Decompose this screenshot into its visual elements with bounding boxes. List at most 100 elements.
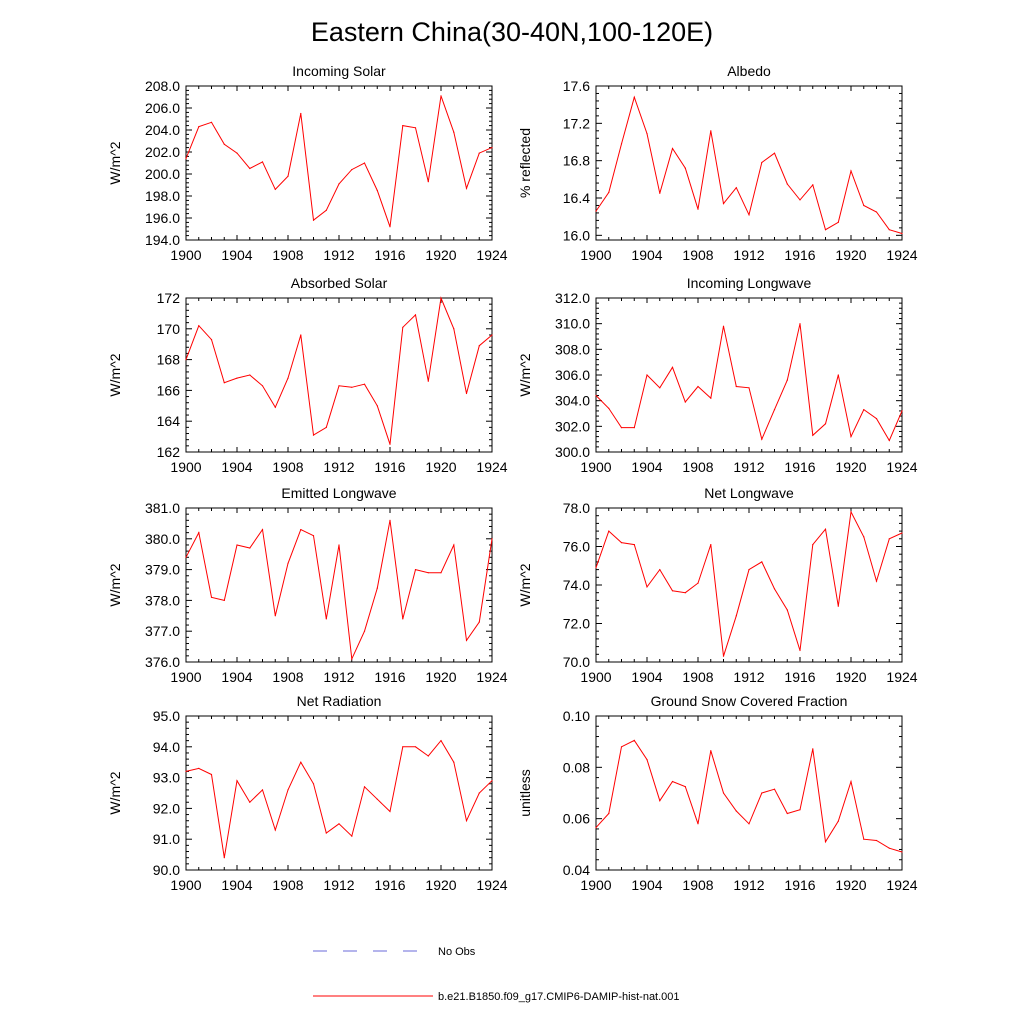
- x-tick-label: 1920: [425, 669, 456, 685]
- x-tick-label: 1920: [835, 669, 866, 685]
- x-tick-label: 1920: [835, 247, 866, 263]
- data-point: [875, 580, 878, 582]
- data-point: [888, 538, 890, 540]
- data-point: [210, 121, 213, 123]
- x-tick-label: 1924: [886, 247, 917, 263]
- data-point: [427, 380, 429, 382]
- data-point: [671, 147, 674, 150]
- data-point: [389, 226, 391, 228]
- data-point: [633, 739, 635, 742]
- data-point: [427, 181, 429, 183]
- panel-title: Incoming Solar: [292, 63, 386, 79]
- series-line-ground-snow-covered-fraction: [595, 739, 903, 853]
- y-tick-label: 0.04: [563, 862, 590, 878]
- data-point: [697, 823, 699, 825]
- data-point: [491, 780, 493, 782]
- data-point: [376, 405, 378, 407]
- data-point: [478, 621, 480, 623]
- panel-net-longwave: Net Longwave W/m^2 1900 1904 1908 1912 1916 192…: [517, 485, 918, 685]
- data-point: [338, 385, 340, 387]
- data-point: [671, 366, 674, 368]
- x-tick-label: 1912: [733, 669, 764, 685]
- data-point: [646, 759, 648, 761]
- plot-frame: [595, 85, 903, 241]
- data-point: [773, 409, 776, 411]
- series-line-albedo: [595, 95, 903, 234]
- x-tick-label: 1904: [221, 669, 252, 685]
- data-point: [389, 810, 391, 813]
- data-point: [799, 809, 801, 811]
- data-point: [402, 618, 404, 620]
- data-point: [608, 407, 610, 409]
- y-tick-label: 310.0: [555, 316, 590, 332]
- data-point: [901, 410, 903, 412]
- y-tick-label: 377.0: [145, 623, 180, 639]
- x-tick-label: 1924: [476, 877, 507, 893]
- x-tick-label: 1908: [272, 459, 303, 475]
- y-tick-label: 94.0: [153, 739, 180, 755]
- data-point: [735, 615, 737, 617]
- data-point: [198, 126, 200, 128]
- data-point: [761, 438, 763, 440]
- y-tick-label: 78.0: [563, 500, 590, 516]
- data-point: [697, 385, 699, 388]
- data-point: [595, 827, 597, 829]
- y-tick-label: 95.0: [153, 708, 180, 724]
- data-point: [773, 152, 776, 154]
- data-point: [402, 746, 404, 748]
- y-tick-label: 200.0: [145, 166, 180, 182]
- data-point: [812, 748, 814, 750]
- y-axis-label: % reflected: [517, 128, 533, 198]
- x-tick-label: 1900: [170, 247, 201, 263]
- y-tick-label: 379.0: [145, 562, 180, 578]
- data-point: [863, 204, 865, 207]
- y-tick-label: 70.0: [563, 654, 590, 670]
- data-point: [888, 847, 890, 849]
- x-tick-label: 1924: [886, 877, 917, 893]
- data-point: [837, 605, 839, 607]
- y-tick-label: 198.0: [145, 188, 180, 204]
- data-point: [875, 839, 878, 842]
- y-tick-label: 17.6: [563, 78, 590, 94]
- data-point: [210, 773, 213, 776]
- data-point: [850, 780, 852, 783]
- data-point: [735, 810, 737, 812]
- y-tick-label: 300.0: [555, 444, 590, 460]
- y-tick-label: 306.0: [555, 367, 590, 383]
- data-point: [300, 529, 302, 531]
- y-tick-label: 204.0: [145, 122, 180, 138]
- y-tick-label: 16.8: [563, 153, 590, 169]
- data-point: [236, 544, 238, 546]
- plot-frame: [185, 715, 493, 871]
- y-tick-label: 378.0: [145, 592, 180, 608]
- data-point: [722, 792, 725, 794]
- y-tick-label: 166: [157, 382, 181, 398]
- x-tick-label: 1920: [835, 877, 866, 893]
- data-point: [223, 857, 225, 859]
- y-axis-label: W/m^2: [107, 353, 123, 396]
- data-point: [671, 780, 674, 783]
- data-point: [198, 532, 200, 534]
- data-point: [786, 183, 788, 185]
- data-point: [837, 221, 839, 223]
- data-point: [659, 192, 661, 194]
- x-tick-label: 1900: [580, 877, 611, 893]
- plot-frame: [185, 297, 493, 453]
- data-point: [837, 820, 839, 822]
- data-point: [491, 538, 493, 540]
- data-point: [684, 786, 686, 788]
- data-point: [185, 359, 187, 361]
- data-point: [491, 334, 493, 336]
- data-point: [697, 208, 699, 210]
- data-point: [710, 544, 712, 546]
- data-point: [761, 561, 763, 563]
- data-point: [824, 423, 827, 425]
- x-tick-label: 1912: [733, 877, 764, 893]
- data-point: [748, 214, 750, 216]
- x-tick-label: 1908: [272, 247, 303, 263]
- data-point: [850, 436, 852, 438]
- y-axis-label: W/m^2: [107, 771, 123, 814]
- data-point: [414, 127, 417, 129]
- x-tick-label: 1920: [425, 247, 456, 263]
